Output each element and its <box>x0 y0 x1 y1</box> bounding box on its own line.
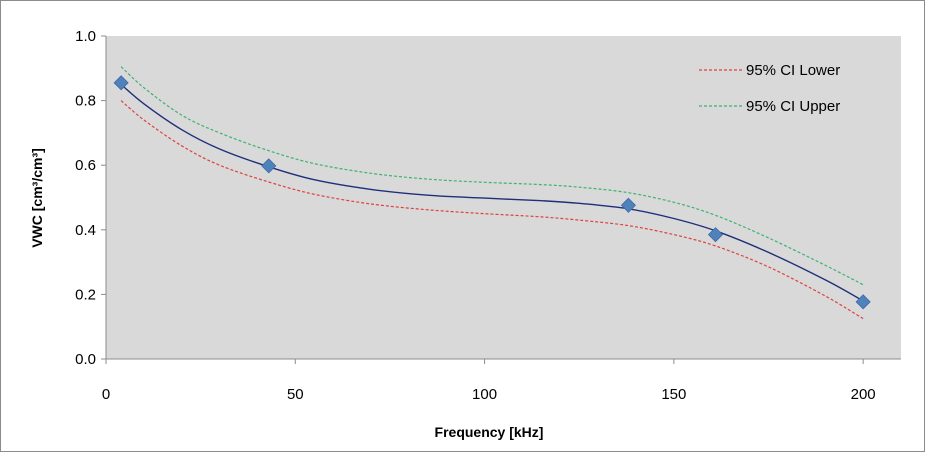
ci-lower-curve <box>120 100 864 320</box>
data-point <box>113 75 129 91</box>
y-ticks: 0.0 0.2 0.4 0.6 0.8 1.0 <box>75 28 106 368</box>
y-tick-label: 0.8 <box>75 93 96 110</box>
y-tick-label: 0.4 <box>75 222 96 239</box>
y-tick-label: 0.2 <box>75 286 96 303</box>
y-tick-label: 1.0 <box>75 28 96 45</box>
legend-label: 95% CI Lower <box>746 62 840 79</box>
plot-area <box>106 36 901 359</box>
data-point <box>620 197 636 213</box>
legend: 95% CI Lower 95% CI Upper <box>699 62 840 115</box>
series-layer <box>120 66 864 320</box>
x-ticks: 0 50 100 150 200 <box>102 359 876 403</box>
y-tick-label: 0.0 <box>75 351 96 368</box>
data-point <box>855 294 871 310</box>
y-axis-title: VWC [cm³/cm³] <box>29 148 45 248</box>
fit-curve <box>120 83 864 302</box>
legend-label: 95% CI Upper <box>746 98 840 115</box>
data-point <box>707 227 724 243</box>
x-tick-label: 0 <box>102 386 110 403</box>
ci-upper-curve <box>120 66 864 286</box>
data-point <box>261 158 277 174</box>
points-layer <box>113 75 871 310</box>
x-tick-label: 200 <box>851 386 876 403</box>
x-tick-label: 150 <box>661 386 686 403</box>
x-tick-label: 100 <box>472 386 497 403</box>
x-tick-label: 50 <box>287 386 304 403</box>
y-tick-label: 0.6 <box>75 157 96 174</box>
x-axis-title: Frequency [kHz] <box>435 424 544 440</box>
